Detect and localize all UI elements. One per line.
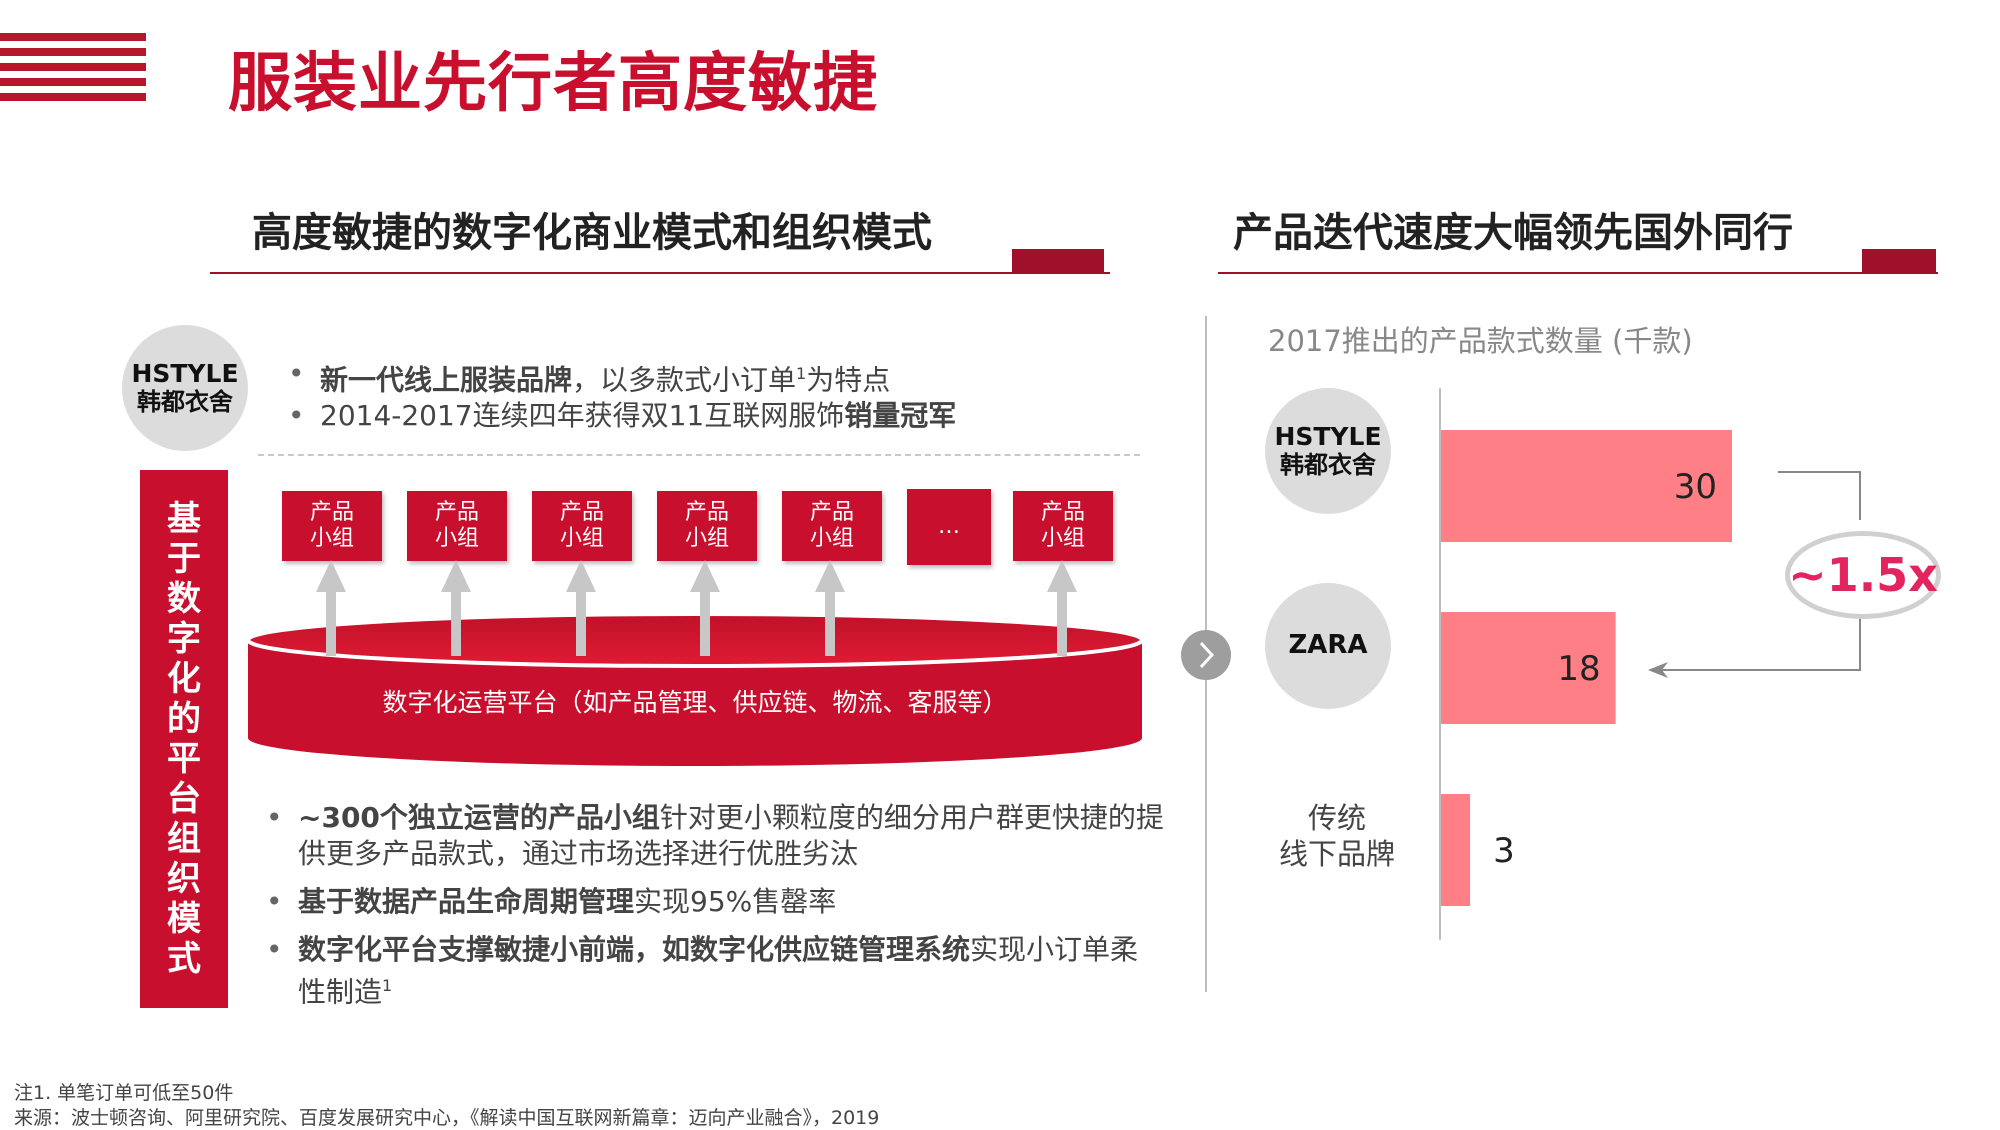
- left-section-underline: [210, 272, 1110, 274]
- top-bullet-2: 2014-2017连续四年获得双11互联网服饰销量冠军: [288, 398, 1088, 434]
- bar-1: [1441, 612, 1616, 724]
- page-title: 服装业先行者高度敏捷: [228, 47, 878, 121]
- arrow-group: [316, 560, 1077, 656]
- vertical-label-char: 化: [167, 659, 201, 699]
- product-group-box-1: 产品 小组: [282, 491, 382, 561]
- right-section-underline: [1218, 272, 1938, 274]
- bottom-bullet-list: ~300个独立运营的产品小组针对更小颗粒度的细分用户群更快捷的提供更多产品款式，…: [266, 800, 1166, 1010]
- category-zara-en: ZARA: [1288, 630, 1368, 661]
- dashed-divider: [258, 454, 1140, 456]
- bottom-bullet-3-sup: 1: [382, 976, 393, 995]
- top-bullet-2-text: 2014-2017连续四年获得双11互联网服饰: [320, 399, 845, 433]
- bottom-bullet-3: 数字化平台支撑敏捷小前端，如数字化供应链管理系统实现小订单柔性制造1: [266, 932, 1166, 1010]
- up-arrow-icon: [566, 560, 596, 656]
- vertical-label-char: 组: [167, 819, 201, 859]
- top-bullet-1: 新一代线上服装品牌，以多款式小订单1为特点: [288, 356, 1088, 398]
- right-section-accent: [1862, 249, 1936, 273]
- up-arrow-icon: [815, 560, 845, 656]
- brand-en: HSTYLE: [131, 358, 239, 388]
- multiplier-badge: ~1.5x: [1785, 531, 1941, 619]
- up-arrow-icon: [690, 560, 720, 656]
- cylinder-top: [246, 612, 1144, 668]
- category-zara-circle: ZARA: [1265, 583, 1391, 709]
- chevron-right-icon: [1181, 630, 1231, 680]
- cylinder-body: [248, 640, 1142, 766]
- top-bullet-1-text: ，以多款式小订单: [572, 363, 797, 397]
- vertical-label-char: 数: [167, 579, 201, 619]
- bottom-bullet-2-text: 实现95%售罄率: [634, 885, 837, 918]
- top-bullet-1-tail: 为特点: [806, 363, 891, 397]
- product-group-box-3: 产品 小组: [532, 491, 632, 561]
- bar-2: [1441, 794, 1471, 906]
- vertical-label-char: 的: [167, 699, 201, 739]
- product-group-box-ellipsis: …: [907, 489, 991, 565]
- vertical-label-char: 台: [167, 779, 201, 819]
- product-group-box-2: 产品 小组: [407, 491, 507, 561]
- platform-cylinder: [246, 560, 1144, 766]
- bar-0: [1441, 430, 1732, 542]
- source-note: 来源：波士顿咨询、阿里研究院、百度发展研究中心，《解读中国互联网新篇章：迈向产业…: [14, 1107, 880, 1129]
- footnote: 注1. 单笔订单可低至50件: [14, 1082, 234, 1104]
- right-section-title: 产品迭代速度大幅领先国外同行: [1233, 210, 1793, 256]
- category-hstyle-en: HSTYLE: [1274, 421, 1382, 451]
- vertical-label-char: 于: [167, 539, 201, 579]
- platform-label: 数字化运营平台（如产品管理、供应链、物流、客服等）: [382, 688, 1008, 717]
- brand-cn: 韩都衣舍: [137, 387, 233, 416]
- bottom-bullet-2: 基于数据产品生命周期管理实现95%售罄率: [266, 884, 1166, 920]
- up-arrow-icon: [441, 560, 471, 656]
- vertical-label-char: 平: [167, 739, 201, 779]
- category-traditional-label: 传统 线下品牌: [1278, 801, 1395, 871]
- header-stripes-icon: [0, 33, 146, 108]
- product-group-box-4: 产品 小组: [657, 491, 757, 561]
- up-arrow-icon: [1047, 560, 1077, 656]
- category-hstyle-cn: 韩都衣舍: [1280, 450, 1376, 479]
- top-bullet-2-bold: 销量冠军: [844, 399, 957, 433]
- left-section-accent: [1012, 249, 1104, 273]
- top-bullet-1-sup: 1: [796, 364, 807, 383]
- bottom-bullet-2-bold: 基于数据产品生命周期管理: [298, 885, 635, 918]
- vertical-label-char: 织: [167, 859, 201, 899]
- chart-title: 2017推出的产品款式数量 (千款): [1268, 324, 1693, 358]
- vertical-label-char: 式: [167, 939, 201, 979]
- bar-value-label-2: 3: [1493, 831, 1515, 871]
- top-bullet-list: 新一代线上服装品牌，以多款式小订单1为特点 2014-2017连续四年获得双11…: [288, 356, 1088, 434]
- category-hstyle-circle: HSTYLE 韩都衣舍: [1265, 388, 1391, 514]
- left-section-title: 高度敏捷的数字化商业模式和组织模式: [252, 210, 932, 256]
- bottom-bullet-1-bold: ~300个独立运营的产品小组: [298, 801, 660, 834]
- bottom-bullet-1-text: 针对更小颗粒度的细分用户群更快捷的提供更多产品款式，通过市场选择进行优胜劣汰: [298, 801, 1164, 870]
- bottom-bullet-1: ~300个独立运营的产品小组针对更小颗粒度的细分用户群更快捷的提供更多产品款式，…: [266, 800, 1166, 872]
- bottom-bullet-3-bold: 数字化平台支撑敏捷小前端，如数字化供应链管理系统: [298, 933, 971, 966]
- multiplier-text: ~1.5x: [1788, 548, 1938, 602]
- bar-value-label-1: 18: [1557, 649, 1600, 689]
- bar-value-label-0: 30: [1674, 467, 1717, 507]
- bar-chart: 30 18 3: [1439, 388, 1732, 940]
- up-arrow-icon: [316, 560, 346, 656]
- top-bullet-1-bold: 新一代线上服装品牌: [320, 363, 573, 397]
- vertical-label-char: 基: [167, 499, 201, 539]
- bottom-bullet-3-text: 实现小订单柔性制造: [298, 933, 1139, 1009]
- product-group-box-5: 产品 小组: [782, 491, 882, 561]
- hstyle-logo-circle: HSTYLE 韩都衣舍: [122, 325, 248, 451]
- vertical-label: 基于数字化的平台组织模式: [140, 470, 228, 1008]
- vertical-label-char: 字: [167, 619, 201, 659]
- product-group-box-7: 产品 小组: [1013, 491, 1113, 561]
- vertical-label-char: 模: [167, 899, 201, 939]
